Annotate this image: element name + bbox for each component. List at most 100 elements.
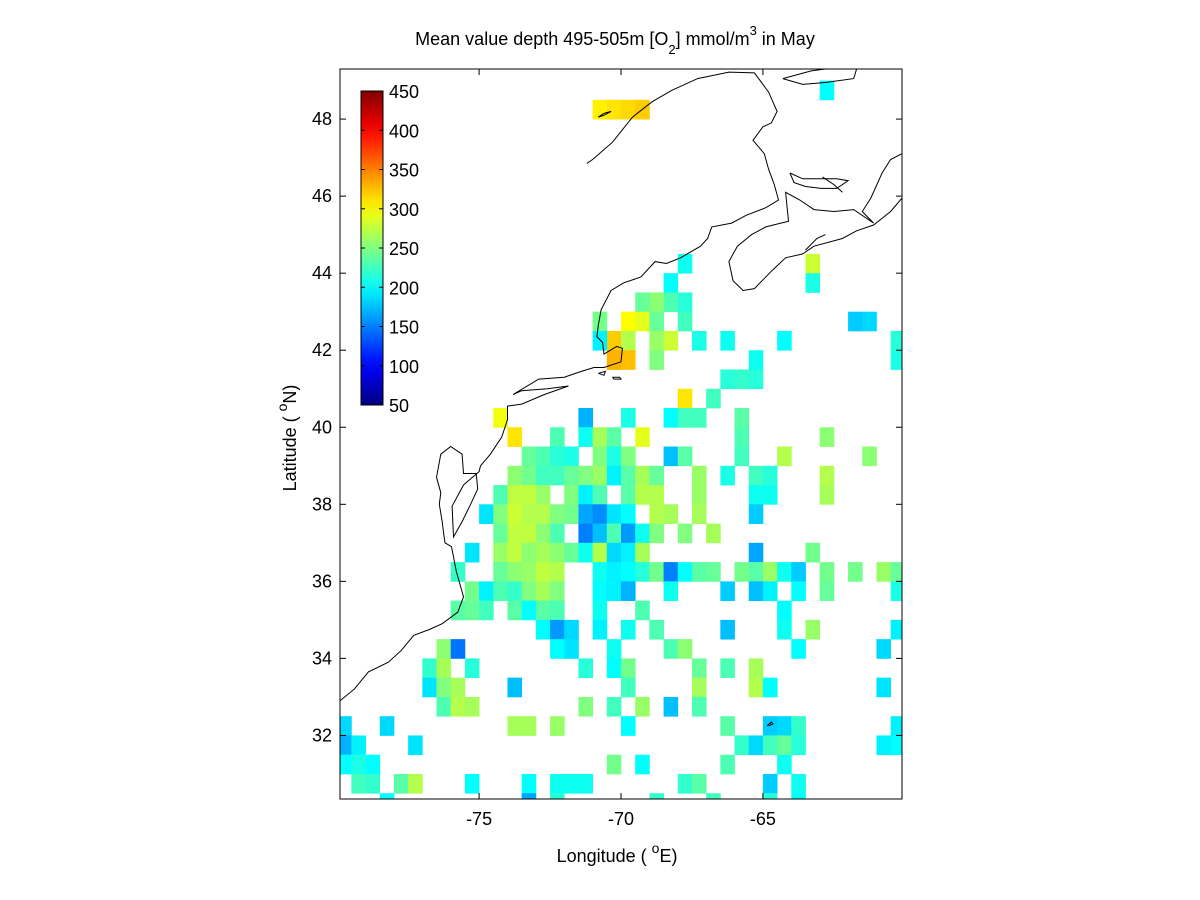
heatmap-cell <box>649 793 664 799</box>
heatmap-cell <box>762 773 778 794</box>
heatmap-cell <box>621 658 636 679</box>
heatmap-cell <box>848 562 863 582</box>
heatmap-cell <box>535 600 551 621</box>
heatmap-cell <box>550 793 565 799</box>
heatmap-cell <box>564 504 579 524</box>
heatmap-cell <box>762 562 778 582</box>
heatmap-cell <box>550 446 565 467</box>
heatmap-cell <box>606 696 622 717</box>
colorbar-tick-label: 400 <box>389 121 419 141</box>
heatmap-cell <box>621 485 636 505</box>
heatmap-cell <box>535 562 551 582</box>
heatmap-cell <box>734 446 750 467</box>
heatmap-cell <box>592 619 608 640</box>
heatmap-cell <box>564 446 579 467</box>
heatmap-cell <box>720 619 735 640</box>
heatmap-cell <box>621 542 636 563</box>
heatmap-cell <box>649 485 664 505</box>
heatmap-cell <box>592 562 608 582</box>
heatmap-cell <box>550 427 565 447</box>
heatmap-cell <box>535 485 551 505</box>
heatmap-cell <box>521 485 537 505</box>
heatmap-cell <box>706 388 721 409</box>
heatmap-cell <box>621 581 636 602</box>
heatmap-cell <box>706 793 721 799</box>
heatmap-cell <box>408 735 423 756</box>
heatmap-cell <box>507 677 523 698</box>
plot-area: -75 -70 -65 32 34 36 38 40 42 44 46 48 50 100 150 200 25… <box>312 68 903 829</box>
heatmap-cell <box>720 465 735 486</box>
heatmap-cell <box>564 773 579 794</box>
heatmap-cell <box>720 330 735 351</box>
y-tick-label: 42 <box>312 340 332 360</box>
heatmap-cell <box>649 465 664 486</box>
colorbar-tick-label: 350 <box>389 161 419 181</box>
heatmap-cell <box>720 716 735 736</box>
heatmap-cell <box>340 716 352 736</box>
heatmap-cell <box>450 696 466 717</box>
heatmap-cell <box>890 716 902 736</box>
heatmap-cell <box>351 735 366 756</box>
heatmap-cell <box>691 773 707 794</box>
heatmap-cell <box>791 581 806 602</box>
heatmap-cell <box>748 485 764 505</box>
heatmap-cell <box>677 311 693 332</box>
heatmap-cell <box>677 523 693 544</box>
heatmap-cell <box>493 581 508 602</box>
heatmap-cell <box>521 504 537 524</box>
heatmap-cell <box>493 542 508 563</box>
heatmap-cell <box>635 311 650 332</box>
heatmap-cell <box>677 773 693 794</box>
title-subscript: 2 <box>668 42 675 57</box>
heatmap-cell <box>365 754 381 775</box>
heatmap-cell <box>876 562 892 582</box>
heatmap-cell <box>706 562 721 582</box>
heatmap-cell <box>621 504 636 524</box>
heatmap-cell <box>748 542 764 563</box>
heatmap-cell <box>677 292 693 313</box>
heatmap-cell <box>592 504 608 524</box>
heatmap-cell <box>748 350 764 370</box>
colorbar-tick-label: 150 <box>389 318 419 338</box>
heatmap-cell <box>663 504 679 524</box>
colorbar-tick-label: 250 <box>389 239 419 259</box>
heatmap-cell <box>691 408 707 428</box>
heatmap-cell <box>663 581 679 602</box>
heatmap-cell <box>564 485 579 505</box>
heatmap-cell <box>464 658 480 679</box>
heatmap-cell <box>606 754 622 775</box>
heatmap-cell <box>521 465 537 486</box>
heatmap-cell <box>564 639 579 659</box>
heatmap-cell <box>777 330 792 351</box>
heatmap-cell <box>550 581 565 602</box>
heatmap-cell <box>535 619 551 640</box>
heatmap-cell <box>706 523 721 544</box>
heatmap-cell <box>791 716 806 736</box>
heatmap-cell <box>890 581 902 602</box>
heatmap-cell <box>621 716 636 736</box>
heatmap-cell <box>734 408 750 428</box>
heatmap-cell <box>649 504 664 524</box>
heatmap-cell <box>663 562 679 582</box>
heatmap-cell <box>734 369 750 390</box>
heatmap-cell <box>777 619 792 640</box>
heatmap-cell <box>677 408 693 428</box>
heatmap-cell <box>691 330 707 351</box>
coastline <box>782 69 858 85</box>
heatmap-cell <box>691 658 707 679</box>
coastline <box>598 110 612 118</box>
heatmap-cell <box>621 330 636 351</box>
heatmap-cell <box>635 562 650 582</box>
coastline <box>728 153 902 292</box>
heatmap-cell <box>777 754 792 775</box>
y-axis-label: Latitude ( oN) <box>274 385 300 492</box>
heatmap-cell <box>720 658 735 679</box>
heatmap-cell <box>464 542 480 563</box>
heatmap-cell <box>606 581 622 602</box>
heatmap-cell <box>691 696 707 717</box>
y-tick-label: 34 <box>312 648 332 668</box>
heatmap-cell <box>720 754 735 775</box>
heatmap-cell <box>677 446 693 467</box>
coastline <box>789 172 850 189</box>
heatmap-cell <box>663 292 679 313</box>
